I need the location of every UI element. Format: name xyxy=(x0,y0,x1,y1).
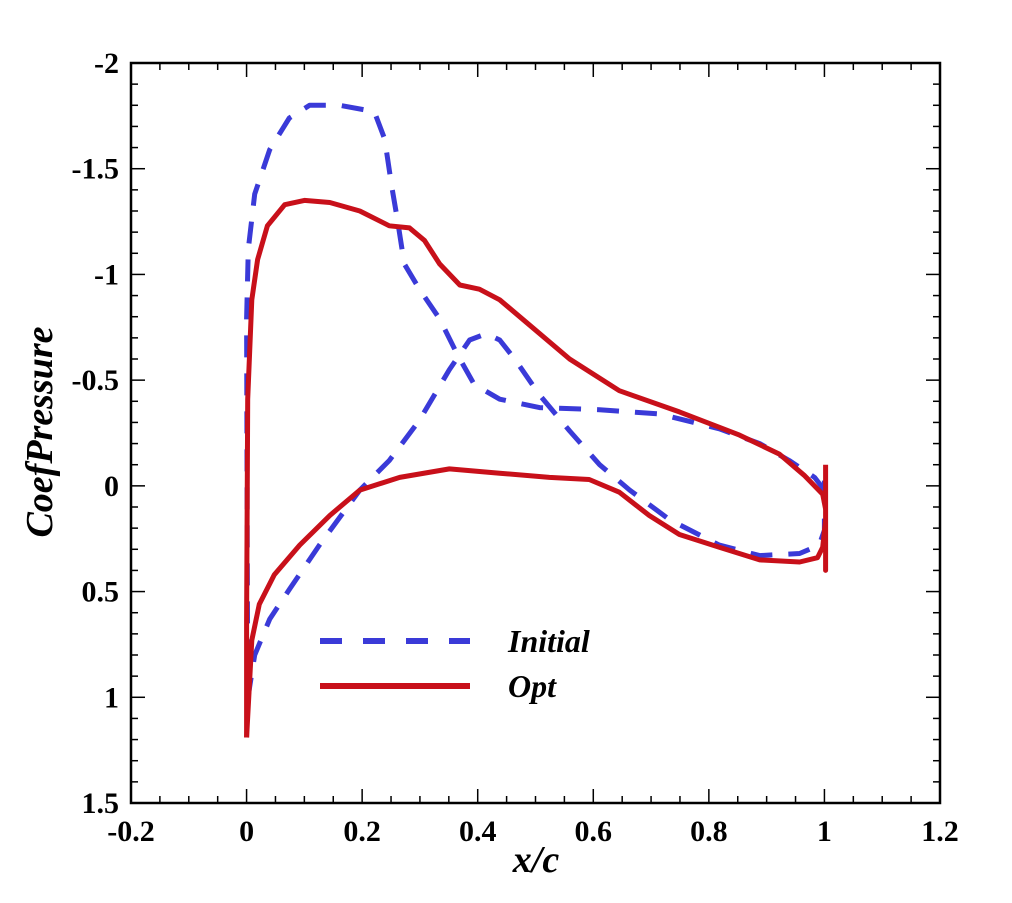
y-tick-label: 0 xyxy=(104,470,119,503)
legend: Initial Opt xyxy=(320,623,590,704)
series-line-opt xyxy=(244,464,829,738)
x-tick-label: 1.2 xyxy=(921,815,959,848)
legend-label-opt: Opt xyxy=(508,668,557,704)
plot-frame xyxy=(129,61,942,805)
x-tick-label: 0.4 xyxy=(459,815,497,848)
x-tick-label: -0.2 xyxy=(107,815,155,848)
x-axis-label: x/c xyxy=(512,839,560,881)
y-tick-label: 0.5 xyxy=(82,576,120,609)
series-line-initial xyxy=(245,331,827,700)
series-line-initial xyxy=(244,102,827,700)
x-tick-label: 0.8 xyxy=(690,815,728,848)
y-tick-label: 1.5 xyxy=(82,787,120,820)
tick-labels: -0.2 0 0.2 0.4 0.6 0.8 1 1.2 -2 -1.5 -1 -0.5 0 0.5 1 1.… xyxy=(72,47,959,848)
x-tick-label: 0.2 xyxy=(343,815,381,848)
series-line-opt xyxy=(244,197,829,738)
y-tick-label: -1.5 xyxy=(72,153,120,186)
y-tick-label: 1 xyxy=(104,681,119,714)
series-lines xyxy=(244,102,829,738)
y-axis-label: CoefPressure xyxy=(19,326,61,537)
legend-label-initial: Initial xyxy=(507,623,590,659)
y-tick-label: -2 xyxy=(94,47,119,80)
y-tick-label: -0.5 xyxy=(72,364,120,397)
x-tick-label: 0.6 xyxy=(575,815,613,848)
x-tick-label: 1 xyxy=(817,815,832,848)
x-tick-label: 0 xyxy=(239,815,254,848)
y-tick-label: -1 xyxy=(94,258,119,291)
